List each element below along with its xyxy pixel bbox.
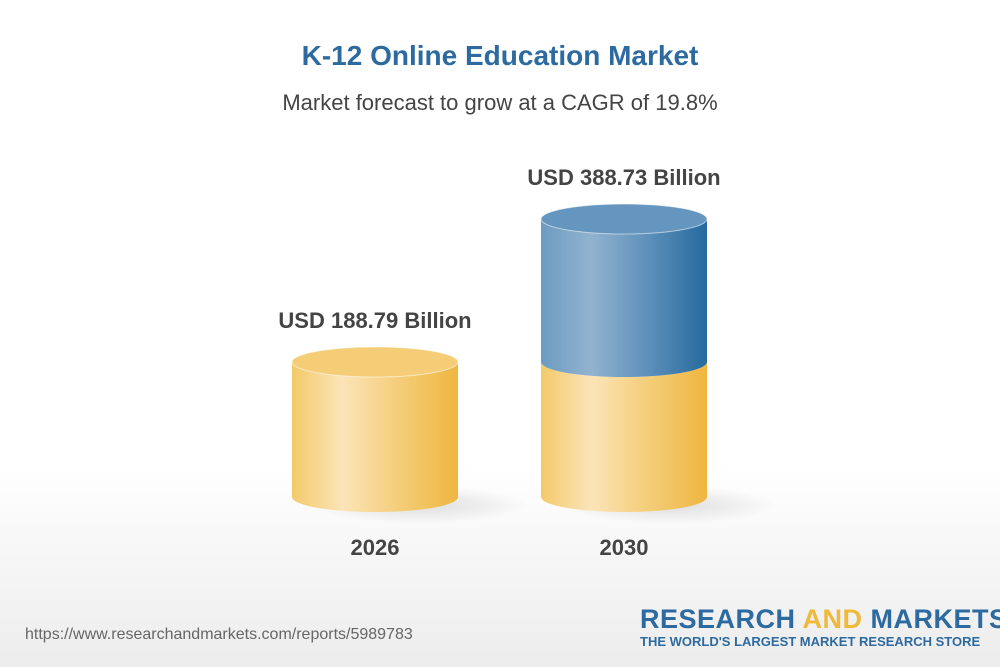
data-label: USD 188.79 Billion [278, 308, 471, 333]
logo-text: RESEARCH [640, 604, 803, 634]
cylinder-base-segment [541, 362, 707, 512]
data-label: USD 388.73 Billion [527, 165, 720, 190]
logo-text: MARKETS [862, 604, 1000, 634]
cylinder-growth-segment [541, 219, 707, 377]
cylinder-top [540, 203, 708, 235]
logo-tagline: THE WORLD'S LARGEST MARKET RESEARCH STOR… [640, 634, 981, 649]
source-url[interactable]: https://www.researchandmarkets.com/repor… [25, 626, 413, 643]
cylinder-base-segment [292, 362, 458, 512]
category-label: 2030 [600, 535, 649, 560]
logo-text-and: AND [802, 604, 863, 634]
category-label: 2026 [351, 535, 400, 560]
chart-title: K-12 Online Education Market [301, 40, 699, 71]
chart-subtitle: Market forecast to grow at a CAGR of 19.… [282, 90, 718, 115]
research-and-markets-logo: RESEARCH AND MARKETS THE WORLD'S LARGEST… [640, 604, 1000, 649]
cylinder-top [291, 346, 459, 378]
